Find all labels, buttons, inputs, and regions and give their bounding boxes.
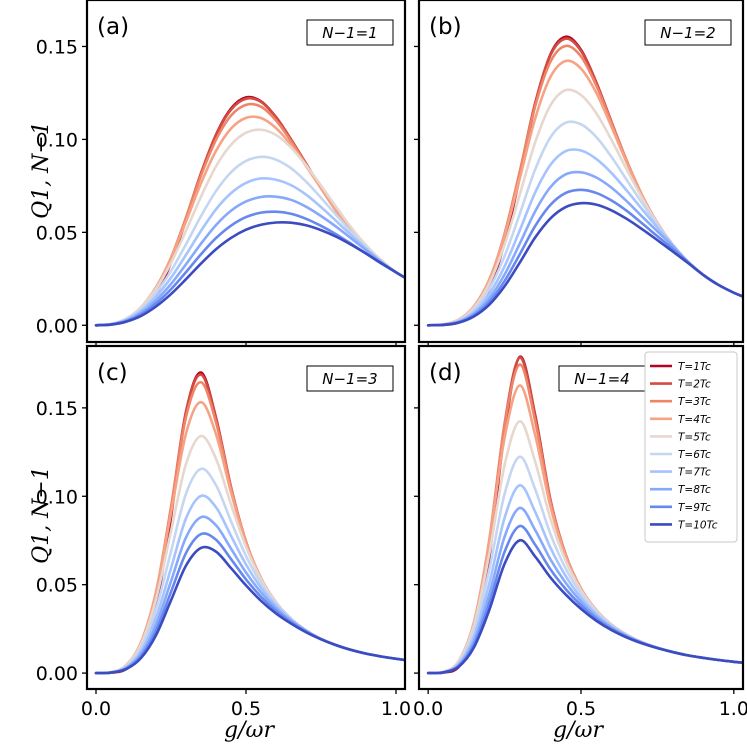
legend-entry: T=8Tc [678, 484, 711, 496]
panel-a: 0.00 0.05 0.10 0.15 (a) N−1=1 [36, 0, 407, 347]
y-tick-label: 0.10 [36, 129, 78, 151]
axes-frame [417, 344, 745, 691]
legend-entry: T=9Tc [678, 502, 711, 514]
series-line-7 [94, 176, 405, 327]
panel-c: 0.0 0.5 1.0 0.00 0.05 0.10 0.15 (c) N−1=3 [36, 344, 411, 720]
series-line-10 [94, 220, 405, 327]
annotation-label: N−1=1 [322, 24, 377, 42]
x-tick-label: 0.5 [231, 698, 261, 720]
y-tick-label: 0.00 [36, 315, 78, 337]
annotation-label: N−1=3 [322, 370, 377, 388]
axes-frame [85, 0, 407, 344]
series-line-7 [426, 148, 743, 327]
panel-label: (a) [97, 14, 129, 40]
legend-entry: T=10Tc [678, 519, 718, 531]
x-tick-label: 1.0 [381, 698, 411, 720]
y-tick-label: 0.05 [36, 222, 78, 244]
annotation-box [558, 365, 646, 392]
legend-entry: T=3Tc [678, 396, 711, 408]
series-line-1 [426, 35, 743, 327]
x-axis-label-right: g/ωr [553, 718, 604, 743]
series-line-2 [94, 373, 405, 675]
y-tick-label: 0.05 [36, 575, 78, 597]
y-axis-label-bottom: Q1, N−1 [29, 466, 54, 564]
y-tick-label: 0.00 [36, 663, 78, 685]
series-line-4 [94, 400, 405, 675]
x-tick-label: 1.0 [719, 698, 747, 720]
series-line-8 [94, 195, 405, 327]
panel-label: (c) [97, 360, 128, 386]
series-line-4 [94, 115, 405, 327]
series-group [94, 371, 405, 675]
x-tick-label: 0.0 [413, 698, 443, 720]
legend-box [644, 351, 738, 543]
series-line-6 [94, 155, 405, 327]
axes-frame [85, 344, 407, 691]
x-axis-label-left: g/ωr [224, 718, 275, 743]
y-tick-label: 0.10 [36, 486, 78, 508]
axes-frame [417, 0, 745, 344]
series-line-10 [426, 201, 743, 327]
x-tick-label: 0.0 [81, 698, 111, 720]
series-line-8 [94, 515, 405, 675]
series-group [426, 355, 743, 675]
series-line-10 [426, 539, 743, 675]
x-tick-label: 0.5 [566, 698, 596, 720]
legend-entry: T=1Tc [678, 361, 711, 373]
series-line-3 [426, 44, 743, 327]
series-line-10 [94, 545, 405, 675]
series-line-5 [426, 88, 743, 327]
legend-entry: T=4Tc [678, 414, 711, 426]
panel-b: (b) N−1=2 [414, 0, 745, 347]
legend: T=1Tc T=2Tc T=3Tc T=4Tc T=5Tc T=6Tc T=7Tc T=8Tc… [644, 351, 738, 543]
panel-label: (d) [429, 360, 462, 386]
annotation-label: N−1=2 [660, 24, 715, 42]
legend-entry: T=2Tc [678, 379, 711, 391]
y-tick-label: 0.15 [36, 398, 78, 420]
series-group [94, 95, 405, 327]
series-line-2 [426, 37, 743, 327]
legend-entry: T=6Tc [678, 449, 711, 461]
y-axis-label-top: Q1, N−1 [29, 121, 54, 219]
series-group [426, 35, 743, 327]
series-line-1 [94, 371, 405, 675]
panel-label: (b) [429, 14, 462, 40]
annotation-box [644, 19, 732, 46]
series-line-5 [94, 128, 405, 327]
series-line-2 [94, 96, 405, 327]
y-tick-label: 0.15 [36, 36, 78, 58]
legend-entry: T=5Tc [678, 431, 711, 443]
series-line-3 [94, 380, 405, 675]
annotation-box [306, 365, 394, 392]
panel-d: 0.0 0.5 1.0 (d) N−1=4 [413, 344, 747, 720]
legend-entry: T=7Tc [678, 467, 711, 479]
annotation-box [306, 19, 394, 46]
annotation-label: N−1=4 [574, 370, 629, 388]
